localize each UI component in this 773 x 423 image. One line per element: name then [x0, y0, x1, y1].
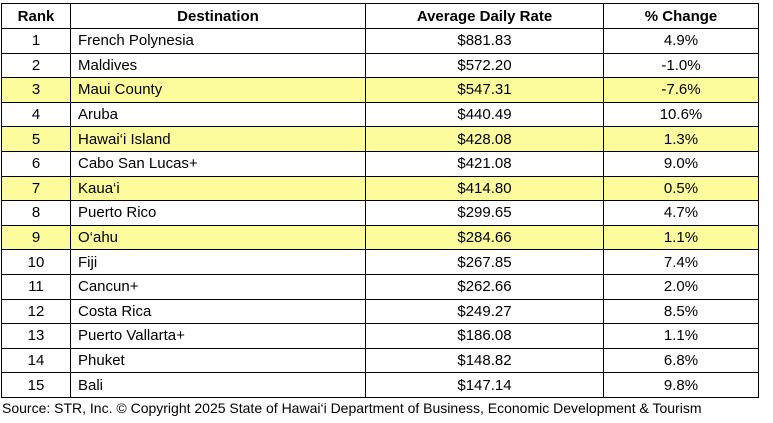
average-daily-rate-cell: $267.85 [365, 249, 604, 275]
average-daily-rate-cell: $421.08 [365, 150, 604, 177]
percent-change-cell: 2.0% [603, 273, 759, 300]
percent-change-cell: 8.5% [603, 298, 759, 325]
table-row: 3 Maui County $547.31 -7.6% [1, 77, 759, 103]
destination-cell: Costa Rica [70, 298, 366, 325]
destination-cell: Fiji [70, 249, 366, 275]
source-note: Source: STR, Inc. © Copyright 2025 State… [2, 400, 702, 416]
table-row: 2 Maldives $572.20 -1.0% [1, 52, 759, 79]
percent-change-cell: -7.6% [603, 77, 759, 103]
average-daily-rate-cell: $249.27 [365, 298, 604, 325]
table-row: 14 Phuket $148.82 6.8% [1, 347, 759, 374]
table-row: 7 Kaua‘i $414.80 0.5% [1, 175, 759, 202]
percent-change-cell: 9.0% [603, 150, 759, 177]
header-row: Rank Destination Average Daily Rate% Chang… [1, 3, 759, 29]
column-header: % Change [603, 3, 759, 29]
destination-cell: Hawai‘i Island [70, 126, 366, 152]
average-daily-rate-cell: $428.08 [365, 126, 604, 152]
rank-cell: 15 [1, 372, 71, 398]
percent-change-cell: 9.8% [603, 372, 759, 398]
rank-cell: 8 [1, 200, 71, 226]
destination-cell: Cabo San Lucas+ [70, 150, 366, 177]
table-row: 1 French Polynesia $881.83 4.9% [1, 28, 759, 54]
rank-cell: 14 [1, 347, 71, 374]
rank-cell: 1 [1, 28, 71, 54]
average-daily-rate-cell: $147.14 [365, 372, 604, 398]
destination-cell: Maui County [70, 77, 366, 103]
percent-change-cell: 4.7% [603, 200, 759, 226]
table-row: 9 O‘ahu $284.66 1.1% [1, 224, 759, 251]
percent-change-cell: 6.8% [603, 347, 759, 374]
table-row: 6 Cabo San Lucas+ $421.08 9.0% [1, 150, 759, 177]
percent-change-cell: 4.9% [603, 28, 759, 54]
table-row: 10 Fiji $267.85 7.4% [1, 249, 759, 275]
average-daily-rate-cell: $284.66 [365, 224, 604, 251]
average-daily-rate-cell: $547.31 [365, 77, 604, 103]
table-row: 5 Hawai‘i Island $428.08 1.3% [1, 126, 759, 152]
column-header: Rank [1, 3, 71, 29]
rank-cell: 7 [1, 175, 71, 202]
destination-cell: French Polynesia [70, 28, 366, 54]
destination-cell: Maldives [70, 52, 366, 79]
column-header: Average Daily Rate [365, 3, 604, 29]
rate-table: Rank Destination Average Daily Rate% Chang… [1, 3, 759, 398]
destination-cell: Kaua‘i [70, 175, 366, 202]
average-daily-rate-cell: $572.20 [365, 52, 604, 79]
rank-cell: 5 [1, 126, 71, 152]
rank-cell: 2 [1, 52, 71, 79]
table-row: 12 Costa Rica $249.27 8.5% [1, 298, 759, 325]
average-daily-rate-cell: $262.66 [365, 273, 604, 300]
rank-cell: 9 [1, 224, 71, 251]
destination-cell: Puerto Rico [70, 200, 366, 226]
average-daily-rate-cell: $440.49 [365, 101, 604, 128]
table-row: 4 Aruba $440.49 10.6% [1, 101, 759, 128]
percent-change-cell: 1.1% [603, 224, 759, 251]
percent-change-cell: 7.4% [603, 249, 759, 275]
percent-change-cell: 10.6% [603, 101, 759, 128]
rank-cell: 10 [1, 249, 71, 275]
average-daily-rate-cell: $186.08 [365, 323, 604, 349]
destination-cell: Bali [70, 372, 366, 398]
destination-cell: O‘ahu [70, 224, 366, 251]
percent-change-cell: 1.1% [603, 323, 759, 349]
destination-cell: Cancun+ [70, 273, 366, 300]
average-daily-rate-cell: $299.65 [365, 200, 604, 226]
column-header: Destination [70, 3, 366, 29]
destination-cell: Phuket [70, 347, 366, 374]
table-row: 15 Bali $147.14 9.8% [1, 372, 759, 398]
rank-cell: 13 [1, 323, 71, 349]
average-daily-rate-cell: $148.82 [365, 347, 604, 374]
percent-change-cell: 0.5% [603, 175, 759, 202]
destination-cell: Aruba [70, 101, 366, 128]
average-daily-rate-cell: $881.83 [365, 28, 604, 54]
percent-change-cell: -1.0% [603, 52, 759, 79]
percent-change-cell: 1.3% [603, 126, 759, 152]
rank-cell: 12 [1, 298, 71, 325]
rank-cell: 3 [1, 77, 71, 103]
destination-cell: Puerto Vallarta+ [70, 323, 366, 349]
table-row: 11 Cancun+ $262.66 2.0% [1, 273, 759, 300]
rank-cell: 11 [1, 273, 71, 300]
table-row: 8 Puerto Rico $299.65 4.7% [1, 200, 759, 226]
rank-cell: 4 [1, 101, 71, 128]
rank-cell: 6 [1, 150, 71, 177]
average-daily-rate-cell: $414.80 [365, 175, 604, 202]
table-row: 13 Puerto Vallarta+ $186.08 1.1% [1, 323, 759, 349]
